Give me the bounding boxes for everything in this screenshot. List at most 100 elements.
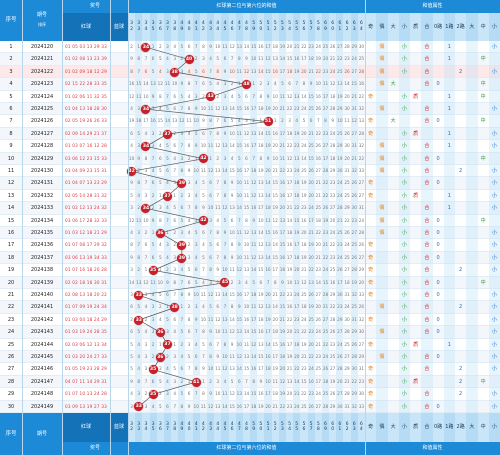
axis-tens: 5 bbox=[288, 21, 292, 26]
axis-tens: 6 bbox=[324, 421, 327, 427]
grid-cell: 3 bbox=[163, 239, 172, 252]
row-red-balls: 01 03 12 18 21 29 bbox=[64, 230, 108, 235]
grid-cell: 5 bbox=[178, 388, 186, 401]
attr-cell bbox=[410, 215, 421, 227]
axis-ones: 7 bbox=[166, 427, 169, 432]
row-period: 2024139 bbox=[30, 279, 54, 286]
footer-serial: 序号 bbox=[0, 413, 22, 455]
grid-cell: 13 bbox=[221, 140, 229, 153]
attr-cell bbox=[466, 78, 478, 91]
grid-cell: 25 bbox=[344, 192, 350, 198]
attr-cell bbox=[443, 289, 455, 302]
attr-cell: 0 bbox=[436, 217, 440, 224]
grid-cell: 8 bbox=[207, 351, 215, 364]
row-red-balls: 02 15 22 28 33 35 bbox=[64, 81, 108, 87]
grid-cell: 22 bbox=[278, 165, 286, 178]
attr-cell: 0 bbox=[436, 118, 440, 125]
axis-ones: 9 bbox=[180, 26, 184, 32]
attr-cell bbox=[488, 78, 500, 91]
attr-cell bbox=[443, 400, 455, 413]
grid-cell: 21 bbox=[307, 227, 315, 240]
row-blue-ball bbox=[110, 53, 128, 65]
axis-tens: 3 bbox=[158, 421, 162, 427]
grid-cell: 18 bbox=[250, 165, 258, 178]
axis-tens: 3 bbox=[166, 421, 169, 427]
row-blue-ball bbox=[110, 301, 128, 313]
grid-cell: 4 bbox=[130, 230, 133, 235]
row-blue-ball bbox=[110, 153, 128, 165]
grid-cell: 9 bbox=[245, 56, 248, 62]
attr-cell bbox=[421, 338, 433, 351]
attr-cell bbox=[388, 289, 399, 301]
grid-cell: 21 bbox=[307, 127, 315, 141]
grid-cell: 31 bbox=[350, 313, 358, 327]
grid-cell: 7 bbox=[264, 276, 272, 289]
grid-cell: 7 bbox=[187, 366, 191, 372]
attr-cell: 0 bbox=[436, 254, 440, 261]
grid-cell: 23 bbox=[329, 341, 336, 347]
row-period: 2024128 bbox=[30, 143, 54, 150]
grid-cell: 25 bbox=[321, 326, 330, 339]
grid-cell: 10 bbox=[229, 68, 235, 74]
grid-cell: 30 bbox=[344, 143, 350, 149]
axis-ones: 4 bbox=[144, 26, 148, 32]
grid-cell: 20 bbox=[264, 400, 272, 413]
attr-cell: 小 bbox=[488, 400, 500, 413]
grid-cell: 21 bbox=[321, 301, 330, 314]
grid-cell: 4 bbox=[178, 351, 186, 364]
grid-cell: 22 bbox=[307, 264, 315, 277]
grid-cell: 17 bbox=[272, 267, 278, 273]
grid-cell: 18 bbox=[258, 143, 264, 149]
grid-cell: 29 bbox=[350, 388, 358, 401]
grid-cell: 6 bbox=[163, 289, 172, 302]
grid-cell: 16 bbox=[149, 115, 157, 128]
grid-cell: 14 bbox=[243, 329, 250, 335]
grid-cell: 19 bbox=[336, 152, 344, 165]
grid-cell: 20 bbox=[344, 155, 350, 161]
grid-cell: 26 bbox=[307, 165, 315, 178]
attr-cell bbox=[410, 401, 421, 413]
sort-filter[interactable]: 排序 bbox=[38, 22, 46, 27]
attr-cell bbox=[433, 165, 444, 177]
axis-tens: 5 bbox=[302, 421, 306, 427]
row-red-balls: 01 02 08 13 23 39 bbox=[64, 56, 108, 62]
row-red-balls: 01 07 10 13 24 28 bbox=[64, 391, 108, 397]
attr-cell bbox=[478, 140, 489, 152]
grid-cell: 5 bbox=[158, 254, 162, 260]
axis-tens: 4 bbox=[237, 21, 241, 26]
grid-cell: 21 bbox=[278, 313, 286, 327]
attr-cell: 偶 bbox=[376, 103, 388, 116]
grid-cell: 9 bbox=[130, 180, 133, 186]
axis-ones: 8 bbox=[245, 26, 248, 32]
attr-cell bbox=[466, 65, 478, 79]
attr-cell: 小 bbox=[398, 214, 410, 227]
grid-cell: 11 bbox=[250, 301, 258, 314]
grid-cell: 17 bbox=[278, 65, 286, 79]
attr-cell: 合 bbox=[421, 115, 433, 128]
axis-tens: 3 bbox=[137, 21, 141, 26]
grid-cell: 16 bbox=[235, 289, 243, 302]
grid-cell: 14 bbox=[258, 230, 264, 235]
row-red-balls: 02 09 14 29 21 37 bbox=[64, 130, 108, 136]
attr-cell: 奇 bbox=[368, 267, 374, 274]
grid-cell: 19 bbox=[286, 354, 293, 359]
axis-tens: 5 bbox=[259, 21, 263, 26]
grid-cell: 22 bbox=[307, 351, 315, 364]
grid-cell: 6 bbox=[158, 155, 162, 161]
grid-cell: 9 bbox=[207, 326, 215, 339]
grid-cell: 4 bbox=[163, 177, 172, 190]
grid-cell: 22 bbox=[315, 68, 321, 74]
grid-cell: 29 bbox=[350, 326, 358, 339]
grid-cell: 2 bbox=[158, 391, 162, 397]
grid-cell: 19 bbox=[301, 341, 307, 347]
grid-cell: 12 bbox=[229, 44, 235, 49]
attr-cell bbox=[433, 66, 444, 78]
attr-cell bbox=[410, 388, 421, 400]
axis-ones: 1 bbox=[266, 26, 270, 32]
attr-cell: 小 bbox=[488, 301, 500, 314]
grid-cell: 5 bbox=[163, 140, 172, 153]
attr-cell: 0 bbox=[436, 242, 440, 249]
grid-cell: 19 bbox=[293, 65, 301, 79]
